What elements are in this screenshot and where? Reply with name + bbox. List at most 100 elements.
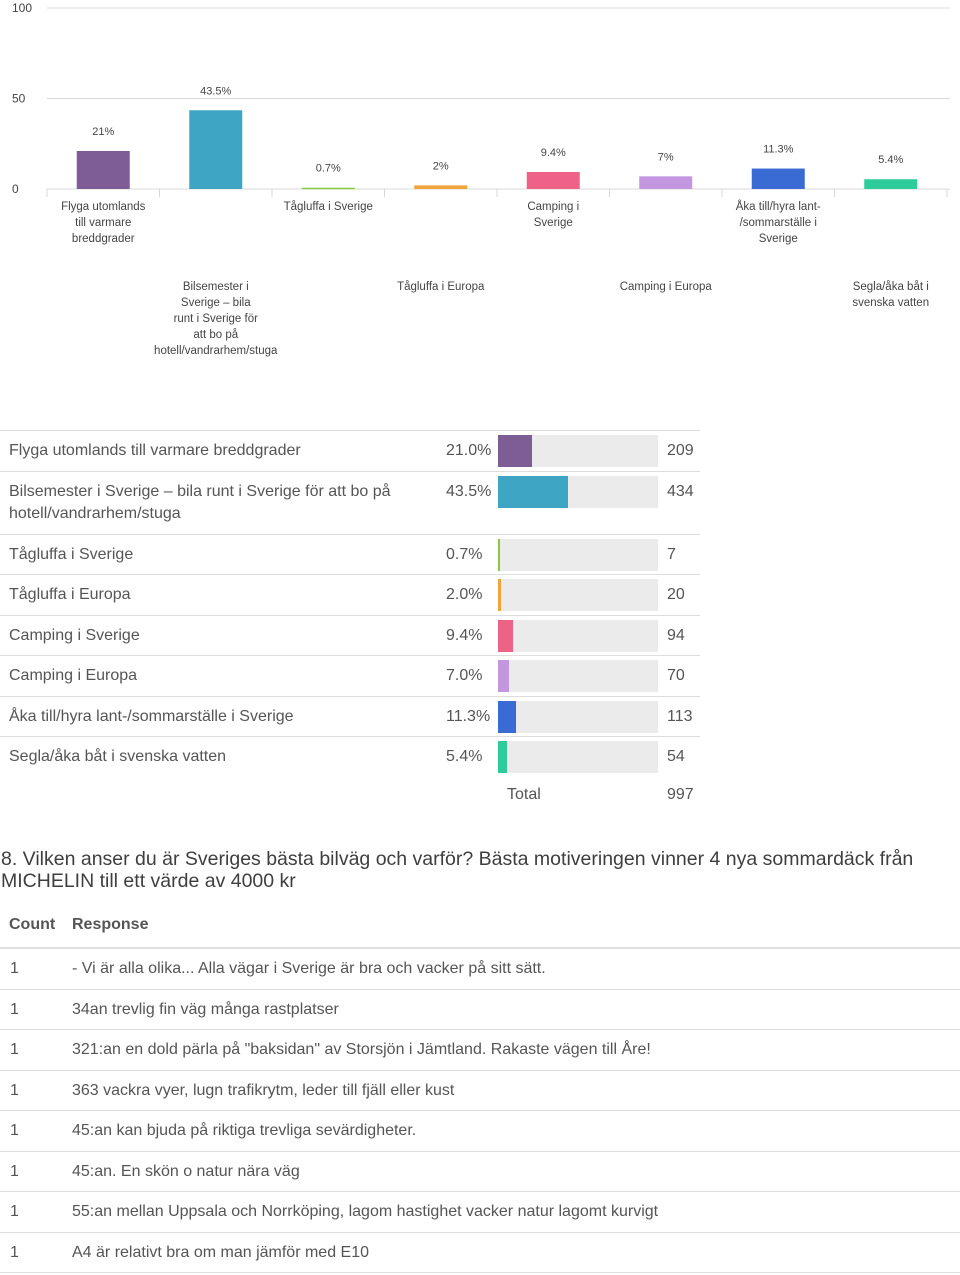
y-tick-label: 50 (12, 92, 26, 106)
summary-bar-fill (498, 619, 514, 652)
response-table-header: Count Response (0, 905, 960, 949)
summary-count: 209 (667, 442, 694, 459)
summary-bar-track (498, 660, 658, 692)
summary-count: 113 (667, 707, 693, 725)
response-count: 1 (10, 1243, 19, 1261)
bar (526, 171, 580, 189)
x-tick-label: Bilsemester i (183, 281, 249, 293)
summary-row: Segla/åka båt i svenska vatten 5.4% 54 (0, 736, 700, 777)
bar-value-label: 5.4% (878, 154, 903, 166)
summary-category: Tågluffa i Europa (9, 586, 131, 603)
response-count: 1 (10, 1000, 19, 1018)
summary-percent: 11.3% (446, 707, 491, 725)
response-count: 1 (10, 1122, 19, 1139)
bar (76, 150, 130, 189)
summary-row: Tågluffa i Sverige 0.7% 7 (0, 533, 700, 575)
response-count: 1 (10, 960, 19, 977)
response-count: 1 (10, 1041, 19, 1058)
x-tick-label: Åka till/hyra lant- (736, 200, 821, 213)
x-tick-label: att bo på (193, 329, 238, 341)
summary-bar-track (498, 700, 658, 733)
summary-bar-track (498, 475, 658, 508)
bar (751, 168, 805, 189)
response-row: 1 45:an kan bjuda på riktiga trevliga se… (0, 1111, 960, 1152)
summary-bar-fill (498, 700, 517, 733)
x-tick-label: Tågluffa i Sverige (284, 201, 373, 213)
summary-percent: 9.4% (446, 626, 483, 644)
summary-total-row: Total 997 (0, 777, 700, 817)
chart-bars (76, 110, 918, 190)
total-count: 997 (667, 785, 694, 803)
response-row: 1 363 vackra vyer, lugn trafikrytm, lede… (0, 1071, 960, 1111)
total-label: Total (507, 785, 541, 803)
summary-bar-fill (498, 741, 507, 773)
count-header: Count (9, 916, 56, 933)
summary-category: Segla/åka båt i svenska vatten (9, 748, 227, 765)
x-tick-label: /sommarställe i (740, 217, 817, 229)
bar (864, 179, 918, 189)
x-tick-label: Sverige – bila (181, 297, 251, 309)
x-tick-label: svenska vatten (852, 297, 929, 309)
bar (414, 185, 468, 189)
summary-row: Camping i Sverige 9.4% 94 (0, 614, 700, 656)
summary-count: 94 (667, 626, 685, 644)
bar (301, 187, 355, 190)
x-tick-label: Segla/åka båt i (853, 281, 929, 293)
summary-count: 70 (667, 667, 685, 684)
question-title: 8. Vilken anser du är Sveriges bästa bil… (1, 848, 914, 892)
summary-percent: 5.4% (446, 748, 483, 765)
summary-percent: 2.0% (446, 586, 483, 603)
x-tick-label: Sverige (534, 217, 573, 229)
response-row: 1 45:an. En skön o natur nära väg (0, 1152, 960, 1192)
summary-bar-fill (498, 579, 502, 611)
bar (189, 110, 243, 189)
summary-count: 434 (667, 482, 694, 500)
summary-row: Åka till/hyra lant-/sommarställe i Sveri… (0, 695, 700, 737)
summary-row: Camping i Europa 7.0% 70 (0, 655, 700, 696)
x-tick-label: Sverige (759, 233, 798, 245)
summary-category: Bilsemester i Sverige – bila runt i Sver… (9, 482, 391, 522)
summary-count: 7 (667, 545, 676, 563)
summary-bar-track (498, 579, 658, 611)
summary-row: Bilsemester i Sverige – bila runt i Sver… (0, 470, 700, 534)
response-row: 1 34an trevlig fin väg många rastplatser (0, 990, 960, 1030)
summary-percent: 43.5% (446, 482, 492, 500)
summary-category: Flyga utomlands till varmare breddgrader (9, 442, 301, 459)
summary-bar-track (498, 538, 658, 571)
x-tick-label: breddgrader (72, 233, 135, 245)
response-row: 1 321:an en dold pärla på "baksidan" av … (0, 1030, 960, 1071)
x-axis-labels: Flyga utomlands till varmare breddgrader Bi… (61, 200, 929, 357)
response-text: 55:an mellan Uppsala och Norrköping, lag… (72, 1203, 659, 1220)
response-text: A4 är relativt bra om man jämför med E10 (72, 1243, 370, 1261)
x-tick-label: till varmare (75, 217, 131, 229)
summary-bar-track (498, 741, 658, 773)
response-text: 45:an. En skön o natur nära väg (72, 1162, 300, 1180)
summary-bar-fill (498, 660, 510, 692)
summary-category: Camping i Europa (9, 667, 138, 684)
summary-count: 20 (667, 586, 685, 603)
response-text: 34an trevlig fin väg många rastplatser (72, 1000, 339, 1018)
x-tick-label: runt i Sverige för (174, 313, 259, 325)
bar-value-label: 2% (433, 160, 449, 172)
summary-category: Åka till/hyra lant-/sommarställe i Sveri… (9, 707, 294, 725)
response-text: 321:an en dold pärla på "baksidan" av St… (72, 1041, 651, 1058)
response-row: 1 55:an mellan Uppsala och Norrköping, l… (0, 1192, 960, 1233)
bar-value-label: 11.3% (763, 144, 794, 156)
bar-chart: 0 50 100 21% 43.5% 0.7% 2% 9.4% 7% 11.3% 5.4% Fly… (12, 1, 950, 357)
summary-bar-fill (498, 538, 500, 571)
response-row: 1 - Vi är alla olika... Alla vägar i Sve… (0, 949, 960, 990)
summary-category: Tågluffa i Sverige (9, 545, 134, 563)
x-tick-label: Camping i (527, 201, 579, 213)
summary-percent: 7.0% (446, 667, 483, 684)
x-tick-label: Flyga utomlands (61, 201, 146, 213)
summary-category: Camping i Sverige (9, 626, 140, 644)
bar-value-label: 7% (658, 151, 674, 163)
response-count: 1 (10, 1203, 19, 1220)
y-tick-label: 0 (12, 182, 19, 196)
response-text: 45:an kan bjuda på riktiga trevliga sevä… (72, 1122, 417, 1139)
summary-bar-fill (498, 435, 532, 467)
response-row: 1 A4 är relativt bra om man jämför med E… (0, 1233, 960, 1273)
bar (639, 176, 693, 189)
summary-bar-track (498, 435, 658, 467)
x-tick-label: hotell/vandrarhem/stuga (154, 345, 278, 357)
